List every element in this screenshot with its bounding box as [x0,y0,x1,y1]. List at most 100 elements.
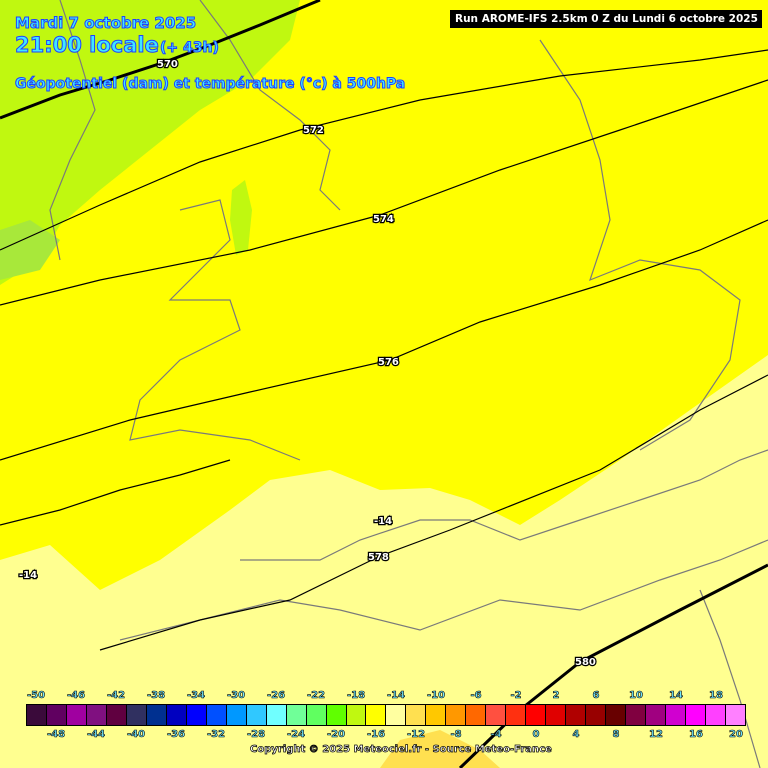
legend-label-top: 10 [629,690,644,702]
legend-swatch [526,705,547,725]
legend-label-top: -42 [106,690,126,702]
legend-swatch [466,705,487,725]
legend-swatch [266,705,287,725]
legend-label-bottom: 0 [532,729,540,741]
legend-label-bottom: -4 [490,729,502,741]
legend-label-bottom: 20 [729,729,744,741]
legend-label-bottom: 8 [612,729,620,741]
legend-label-bottom: -20 [326,729,346,741]
legend-label-top: 2 [552,690,560,702]
isotherm-label: -14 [19,570,37,581]
legend-swatch [446,705,467,725]
legend-label-top: -46 [66,690,86,702]
legend-label-top: -38 [146,690,166,702]
forecast-lead-time: (+ 43h) [160,40,220,57]
legend-swatch [626,705,647,725]
legend-swatch [326,705,347,725]
contour-label-574: 574 [373,214,394,225]
legend-label-bottom: -48 [46,729,66,741]
contour-label-578: 578 [368,552,389,563]
legend-swatch [486,705,507,725]
borders [49,0,768,768]
contour-580 [458,563,768,768]
legend-label-top: -6 [470,690,482,702]
legend-label-top: -30 [226,690,246,702]
legend-label-bottom: -32 [206,729,226,741]
legend-swatch [725,705,745,725]
legend-label-bottom: 16 [689,729,704,741]
contour-label-572: 572 [303,125,324,136]
legend-swatch [286,705,307,725]
legend-swatch [346,705,367,725]
legend-label-top: 14 [669,690,684,702]
contour-label-576: 576 [378,357,399,368]
legend-label-top: -34 [186,690,206,702]
legend-label-top: -22 [306,690,326,702]
legend-label-bottom: 4 [572,729,580,741]
run-info: Run AROME-IFS 2.5km 0 Z du Lundi 6 octob… [450,10,762,28]
legend-label-top: 18 [709,690,724,702]
temperature-zone-cold [0,0,300,285]
legend-swatch [646,705,666,725]
legend-swatch [206,705,227,725]
legend-swatch [146,705,167,725]
legend-label-bottom: -28 [246,729,266,741]
legend-label-top: -50 [26,690,46,702]
temperature-patch [230,180,252,255]
legend-swatch [226,705,247,725]
contour-572 [0,49,768,251]
legend-swatch [66,705,87,725]
isotherm-label: -14 [374,516,392,527]
legend-label-bottom: -36 [166,729,186,741]
contour-label-580: 580 [575,657,596,668]
contour-578 [99,374,768,651]
legend-label-bottom: 12 [649,729,664,741]
legend-swatch [186,705,207,725]
legend-label-top: 6 [592,690,600,702]
legend-swatch [705,705,726,725]
legend-swatch [166,705,187,725]
contours [0,49,768,651]
legend-swatch [685,705,706,725]
legend-swatch [586,705,607,725]
legend-swatch [106,705,127,725]
legend-label-top: -18 [346,690,366,702]
contour-576 [0,219,768,461]
temperature-patch [0,220,60,280]
legend-label-bottom: -40 [126,729,146,741]
contour-574 [0,79,768,306]
legend-label-top: -2 [510,690,522,702]
legend-swatch [386,705,407,725]
legend-label-bottom: -8 [450,729,462,741]
legend-swatch [246,705,267,725]
legend-swatch [86,705,107,725]
legend-swatch [426,705,447,725]
legend-swatch [46,705,67,725]
legend-swatch [406,705,427,725]
legend-swatch [306,705,327,725]
legend-label-bottom: -44 [86,729,106,741]
legend-swatch [546,705,567,725]
forecast-date: Mardi 7 octobre 2025 [14,14,197,33]
legend-swatch [566,705,587,725]
legend-swatch [126,705,147,725]
legend-swatch [606,705,627,725]
parameter-title: Géopotentiel (dam) et température (°c) à… [14,76,406,93]
legend-swatch [27,705,47,725]
legend-label-top: -14 [386,690,406,702]
forecast-time: 21:00 locale [15,33,160,58]
legend-label-bottom: -16 [366,729,386,741]
contour-label-570: 570 [157,59,178,70]
contour-570 [0,0,321,120]
legend-swatch [506,705,527,725]
legend-swatch [666,705,686,725]
color-legend [26,704,746,726]
copyright: Copyright © 2025 Meteociel.fr - Source M… [250,744,553,756]
legend-swatch [366,705,387,725]
legend-label-bottom: -12 [406,729,426,741]
isotherm-minus14 [0,459,231,526]
legend-label-bottom: -24 [286,729,306,741]
legend-label-top: -26 [266,690,286,702]
legend-label-top: -10 [426,690,446,702]
